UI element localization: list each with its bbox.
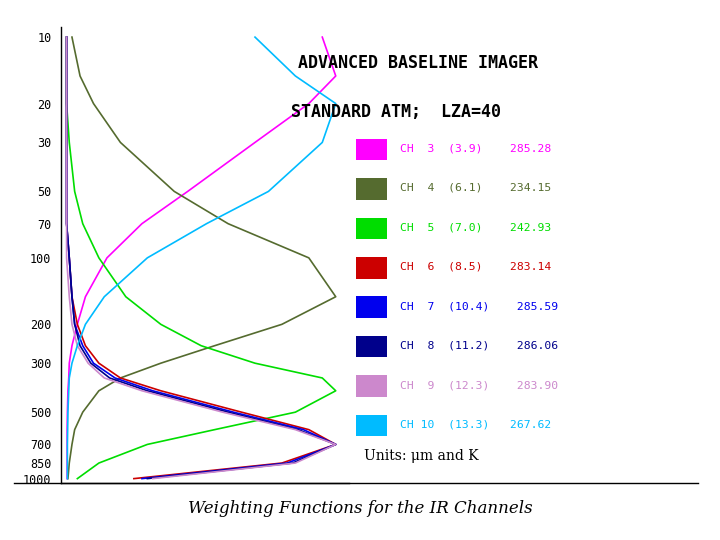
Text: CH  6  (8.5)    283.14: CH 6 (8.5) 283.14 xyxy=(400,262,551,272)
Text: Weighting Functions for the IR Channels: Weighting Functions for the IR Channels xyxy=(188,500,532,517)
Text: Units: μm and K: Units: μm and K xyxy=(364,449,478,463)
Text: CH 10  (13.3)   267.62: CH 10 (13.3) 267.62 xyxy=(400,420,551,429)
Text: CH  8  (11.2)    286.06: CH 8 (11.2) 286.06 xyxy=(400,341,558,350)
Text: CH  5  (7.0)    242.93: CH 5 (7.0) 242.93 xyxy=(400,222,551,232)
Text: CH  7  (10.4)    285.59: CH 7 (10.4) 285.59 xyxy=(400,301,558,311)
Text: ADVANCED BASELINE IMAGER: ADVANCED BASELINE IMAGER xyxy=(297,54,538,72)
Text: CH  9  (12.3)    283.90: CH 9 (12.3) 283.90 xyxy=(400,380,558,390)
Text: CH  4  (6.1)    234.15: CH 4 (6.1) 234.15 xyxy=(400,183,551,193)
Text: STANDARD ATM;  LZA=40: STANDARD ATM; LZA=40 xyxy=(291,103,501,120)
Text: CH  3  (3.9)    285.28: CH 3 (3.9) 285.28 xyxy=(400,144,551,153)
